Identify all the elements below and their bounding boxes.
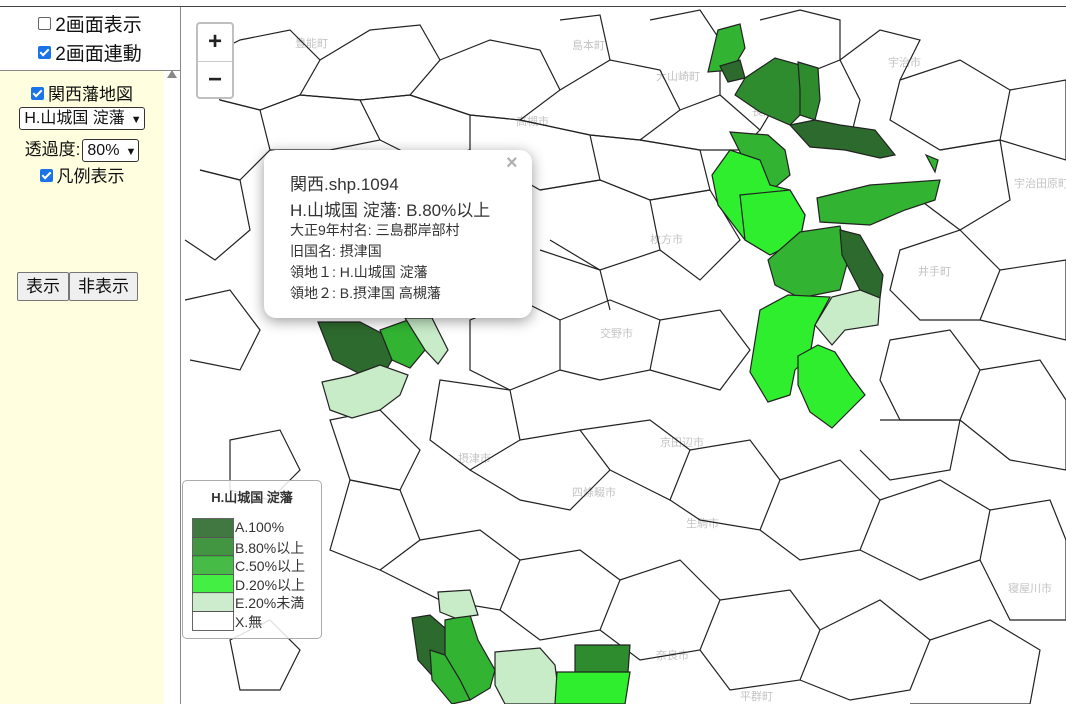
basemap-label: 宇治田原町 <box>1014 176 1066 190</box>
dual-view-row: 2画面表示 <box>0 10 180 37</box>
legend-label: C.50%以上 <box>235 558 306 575</box>
domain-areas <box>317 23 941 704</box>
dual-view-checkbox[interactable] <box>38 17 52 31</box>
dual-link-label: 2画面連動 <box>55 44 142 65</box>
popup-village: 大正9年村名: 三島郡岸部村 <box>290 222 460 238</box>
opacity-select-value: 80% <box>87 142 120 160</box>
basemap-label: 平群町 <box>740 689 773 703</box>
legend-label: X.無 <box>235 614 263 630</box>
basemap-label: 四條畷市 <box>572 485 616 499</box>
basemap-label: 京田辺市 <box>660 435 704 449</box>
control-panel: 2画面表示 2画面連動 関西藩地図 H.山城国 淀藩 ▼ 透過度: 80% ▼ 凡例表… <box>0 7 181 704</box>
legend-swatch <box>192 518 234 538</box>
dual-view-label: 2画面表示 <box>55 15 142 36</box>
legend-swatch <box>192 536 234 557</box>
map-canvas[interactable]: 豊能町島本町大山崎町宇治市高槻市長岡京市城陽市宇治田原町茨木市枚方市井手町交野市… <box>182 8 1066 704</box>
layer-checkbox[interactable] <box>31 87 44 101</box>
domain-select-value: H.山城国 淀藩 <box>24 110 125 127</box>
layer-options: 関西藩地図 H.山城国 淀藩 ▼ 透過度: 80% ▼ 凡例表示 表示 非表示 <box>0 71 164 704</box>
dual-link-row: 2画面連動 <box>0 39 180 66</box>
legend-toggle-row: 凡例表示 <box>0 162 164 187</box>
chevron-down-icon: ▼ <box>125 146 137 159</box>
basemap-label: 生駒市 <box>686 516 719 530</box>
info-popup: × 関西.shp.1094 H.山城国 淀藩: B.80%以上 大正9年村名: … <box>264 150 532 318</box>
zoom-divider <box>198 61 232 62</box>
domain-row: H.山城国 淀藩 ▼ <box>0 107 164 130</box>
legend-toggle-label: 凡例表示 <box>56 167 125 186</box>
show-button[interactable]: 表示 <box>17 272 69 301</box>
legend-swatch <box>192 573 234 594</box>
opacity-select[interactable]: 80% ▼ <box>82 139 140 163</box>
view-options: 2画面表示 2画面連動 <box>0 7 180 71</box>
legend-swatch <box>192 555 234 576</box>
legend-toggle-checkbox[interactable] <box>39 169 53 183</box>
basemap-label: 井手町 <box>918 264 951 278</box>
zoom-in-button[interactable]: + <box>207 28 222 55</box>
popup-domain2: 領地２: B.摂津国 高槻藩 <box>290 285 441 301</box>
top-border <box>0 0 1066 7</box>
domain-select[interactable]: H.山城国 淀藩 ▼ <box>19 107 145 130</box>
legend-label: A.100% <box>235 519 285 535</box>
legend-label: B.80%以上 <box>235 539 305 556</box>
basemap-label: 枚方市 <box>650 232 683 246</box>
basemap-label: 宇治市 <box>888 55 921 69</box>
basemap-label: 島本町 <box>572 38 605 52</box>
zoom-out-button[interactable]: − <box>207 66 222 93</box>
legend-swatch <box>192 592 234 613</box>
basemap-label: 交野市 <box>600 326 633 340</box>
basemap-label: 大山崎町 <box>656 69 700 83</box>
popup-old-province: 旧国名: 摂津国 <box>290 243 382 259</box>
legend-label: D.20%以上 <box>235 576 306 593</box>
panel-scrollbar[interactable] <box>164 71 180 704</box>
layer-label: 関西藩地図 <box>48 85 133 104</box>
close-icon[interactable]: × <box>506 152 518 174</box>
popup-title: 関西.shp.1094 <box>290 175 399 194</box>
opacity-row: 透過度: 80% ▼ <box>0 135 164 163</box>
basemap-label: 摂津市 <box>458 451 491 465</box>
scroll-up-icon[interactable] <box>167 70 177 78</box>
basemap-labels: 豊能町島本町大山崎町宇治市高槻市長岡京市城陽市宇治田原町茨木市枚方市井手町交野市… <box>295 36 1066 703</box>
hide-button[interactable]: 非表示 <box>69 272 138 301</box>
basemap-label: 高槻市 <box>516 114 549 128</box>
popup-subtitle: H.山城国 淀藩: B.80%以上 <box>290 201 491 220</box>
basemap-label: 寝屋川市 <box>1008 581 1052 595</box>
layer-row: 関西藩地図 <box>0 80 164 105</box>
legend-title: H.山城国 淀藩 <box>211 490 293 505</box>
basemap-label: 豊能町 <box>295 36 328 50</box>
dual-link-checkbox[interactable] <box>38 46 52 60</box>
chevron-down-icon: ▼ <box>130 114 142 126</box>
popup-domain1: 領地１: H.山城国 淀藩 <box>290 264 428 280</box>
municipal-boundaries <box>184 9 1066 704</box>
map-svg: 豊能町島本町大山崎町宇治市高槻市長岡京市城陽市宇治田原町茨木市枚方市井手町交野市… <box>184 9 1066 704</box>
legend-label: E.20%未満 <box>235 595 305 612</box>
legend: H.山城国 淀藩 A.100% B.80%以上 C.50%以上 D.20%以上 E.20… <box>182 480 322 639</box>
zoom-control: + − <box>196 22 234 99</box>
legend-swatch <box>192 611 234 631</box>
opacity-label: 透過度: <box>24 140 81 159</box>
